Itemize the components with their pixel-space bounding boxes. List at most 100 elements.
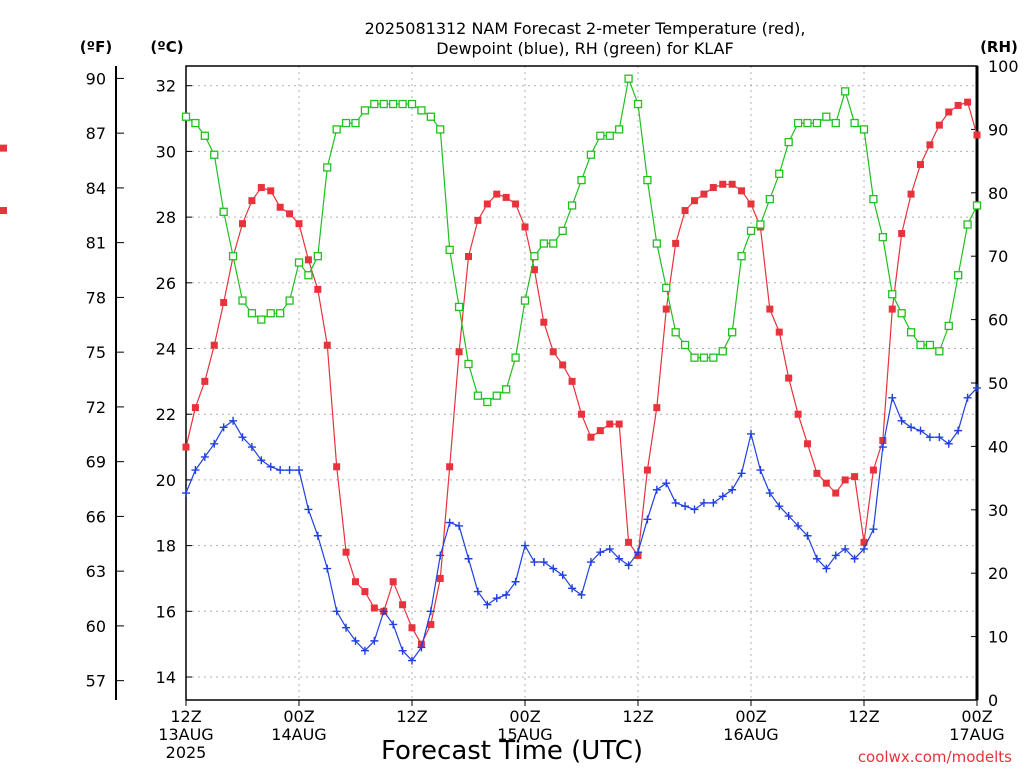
rh-point (633, 99, 643, 109)
rh-point (389, 99, 398, 109)
dewpoint-point (351, 636, 360, 645)
temperature-point (182, 443, 190, 451)
rh-point (238, 296, 247, 305)
temperature-point (879, 436, 887, 444)
rh-point (822, 112, 831, 121)
rh-point (454, 302, 464, 312)
temperature-point (220, 299, 228, 307)
dewpoint-point (549, 564, 558, 573)
rh-tick-label: 90 (988, 120, 1008, 139)
rh-point (963, 220, 972, 229)
c-tick-label: 32 (156, 77, 176, 96)
rh-point (219, 207, 228, 216)
dewpoint-point (747, 429, 755, 438)
dewpoint-point (605, 544, 614, 553)
dewpoint-point (831, 551, 840, 560)
dewpoint-point (295, 466, 303, 475)
dewpoint-point (182, 489, 190, 498)
rh-point (257, 315, 266, 324)
grid-layer (186, 66, 977, 700)
dewpoint-point (737, 469, 746, 478)
temperature-point (615, 420, 623, 428)
rh-point (680, 340, 690, 350)
rh-point (181, 112, 191, 121)
c-tick-label: 16 (156, 602, 176, 621)
rh-point (803, 118, 812, 128)
dewpoint-point (332, 607, 341, 616)
dewpoint-point (379, 607, 388, 616)
fahrenheit-axis-label: (ºF) (80, 38, 112, 56)
temperature-point (248, 197, 256, 205)
x-tick-label: 13AUG (158, 725, 213, 744)
x-axis-label: Forecast Time (UTC) (381, 736, 643, 766)
dewpoint-point (869, 525, 878, 534)
dewpoint-point (935, 433, 944, 442)
x-tick-label: 16AUG (723, 725, 778, 744)
temperature-point (210, 341, 218, 349)
dewpoint-point (878, 443, 887, 452)
rh-point (200, 131, 209, 140)
temperature-point (606, 420, 614, 428)
dewpoint-point (699, 498, 708, 507)
dewpoint-point (756, 466, 765, 475)
dewpoint-point (775, 502, 784, 511)
dewpoint-point (586, 558, 595, 567)
temperature-point (596, 427, 604, 435)
temperature-point (333, 463, 341, 471)
dewpoint-point (925, 433, 934, 442)
temperature-point (568, 377, 576, 385)
temperature-point (813, 469, 821, 477)
x-tick-label: 14AUG (271, 725, 326, 744)
temperature-point (483, 200, 491, 208)
x-tick-label: 2025 (166, 743, 207, 762)
temperature-point (832, 489, 840, 497)
temperature-point (257, 184, 265, 192)
dewpoint-point (643, 515, 652, 524)
temperature-point (314, 285, 322, 293)
temperature-point (681, 207, 689, 215)
dewpoint-point (596, 548, 605, 557)
rh-point (615, 125, 624, 134)
dewpoint-point (718, 492, 727, 501)
dewpoint-point (370, 636, 379, 645)
temperature-point (408, 624, 416, 632)
rh-point (746, 226, 756, 235)
temperature-point (738, 187, 746, 195)
dewpoint-point (313, 531, 322, 540)
temperature-point (361, 588, 369, 596)
rh-point (737, 252, 746, 261)
rh-point (398, 99, 407, 109)
series-dewpoint (182, 383, 981, 665)
dewpoint-point (238, 433, 247, 442)
temperature-point (276, 203, 284, 211)
dewpoint-point (728, 485, 737, 494)
temperature-point (945, 108, 953, 116)
temperature-point (352, 578, 359, 586)
temperature-point (691, 197, 698, 205)
f-tick-label: 57 (86, 672, 106, 691)
rh-point (464, 359, 473, 369)
x-tick-label: 17AUG (949, 725, 1004, 744)
dewpoint-point (784, 512, 793, 521)
c-tick-label: 22 (156, 405, 176, 424)
temperature-point (286, 210, 294, 218)
dewpoint-point (398, 646, 407, 655)
rh-point (304, 271, 313, 280)
c-tick-label: 20 (156, 471, 176, 490)
rh-point (539, 239, 548, 248)
rh-point (379, 99, 388, 109)
rh-point (530, 252, 539, 261)
temperature-point (935, 121, 943, 129)
temperature-point (389, 578, 397, 586)
frame-layer (115, 65, 979, 706)
rh-point (784, 137, 793, 147)
dewpoint-point (229, 416, 238, 425)
c-tick-label: 26 (156, 274, 176, 293)
dewpoint-point (568, 584, 577, 593)
dewpoint-point (907, 423, 916, 432)
f-tick-label: 63 (86, 562, 106, 581)
rh-point (558, 226, 567, 235)
rh-axis-label: (RH) (980, 38, 1018, 56)
temperature-point (869, 466, 877, 474)
rh-point (266, 309, 275, 318)
